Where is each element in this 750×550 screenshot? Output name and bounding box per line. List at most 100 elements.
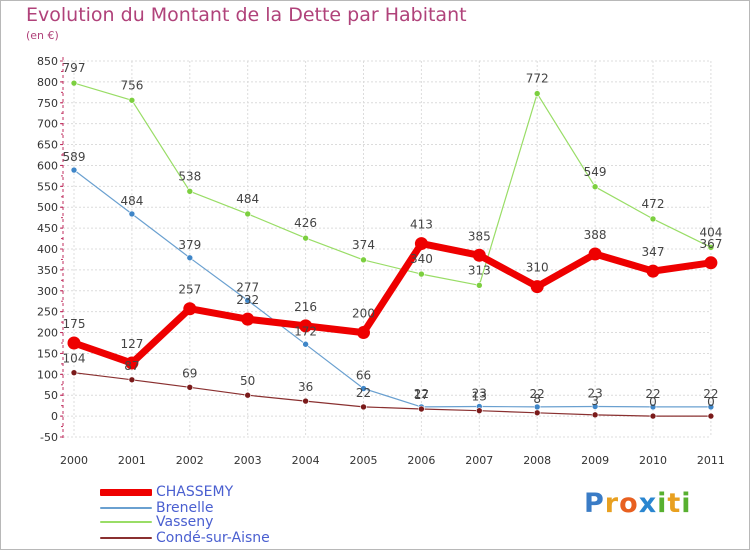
x-tick-label: 2000 <box>60 454 88 467</box>
data-label-vasseny: 340 <box>410 252 433 266</box>
chart-title: Evolution du Montant de la Dette par Hab… <box>26 4 467 26</box>
y-tick-label: -50 <box>40 431 58 444</box>
data-point-brenelle <box>649 403 657 411</box>
proxiti-logo: Proxiti <box>584 488 692 519</box>
data-label-chassemy: 347 <box>642 245 665 259</box>
legend-label-brenelle: Brenelle <box>156 500 214 516</box>
data-label-conde-sur-aisne: 0 <box>707 395 715 409</box>
data-label-chassemy: 232 <box>236 293 259 307</box>
data-label-brenelle: 22 <box>645 387 660 401</box>
legend-item-vasseny: Vasseny <box>100 514 213 530</box>
data-point-chassemy <box>646 264 660 278</box>
x-tick-label: 2007 <box>465 454 493 467</box>
series-line-brenelle <box>73 169 712 408</box>
data-point-vasseny <box>302 234 309 242</box>
legend-swatch-brenelle <box>100 507 152 509</box>
logo-letter: r <box>604 488 620 519</box>
series-line-conde-sur-aisne <box>73 372 712 417</box>
data-point-conde-sur-aisne <box>707 412 715 420</box>
data-label-vasseny: 313 <box>468 263 491 277</box>
x-tick-label: 2002 <box>176 454 204 467</box>
y-tick-label: 450 <box>37 222 58 235</box>
data-point-chassemy <box>67 336 81 350</box>
y-tick-label: 500 <box>37 201 58 214</box>
legend-label-vasseny: Vasseny <box>156 514 214 530</box>
data-label-conde-sur-aisne: 22 <box>356 386 371 400</box>
logo-letter: P <box>584 488 605 519</box>
data-point-conde-sur-aisne <box>360 403 367 411</box>
y-tick-label: 100 <box>37 368 58 381</box>
data-label-vasseny: 756 <box>120 78 143 92</box>
data-labels: 7977565384844263743403137725494724045894… <box>63 61 723 409</box>
legend-swatch-chassemy <box>100 488 152 496</box>
logo-letter: i <box>681 488 692 519</box>
data-label-brenelle: 23 <box>587 387 602 401</box>
data-label-brenelle: 277 <box>236 280 259 294</box>
data-point-brenelle <box>591 403 599 410</box>
x-tick-label: 2010 <box>639 454 667 467</box>
data-point-vasseny <box>649 215 657 223</box>
data-point-vasseny <box>707 244 715 251</box>
data-label-vasseny: 772 <box>526 72 549 86</box>
data-label-brenelle: 22 <box>703 387 718 401</box>
y-tick-label: 700 <box>37 118 58 131</box>
data-label-conde-sur-aisne: 0 <box>649 395 657 409</box>
data-point-vasseny <box>591 183 599 191</box>
data-label-chassemy: 257 <box>178 283 201 297</box>
y-tick-label: 800 <box>37 76 58 89</box>
y-tick-label: 850 <box>37 55 58 68</box>
x-tick-label: 2011 <box>697 454 725 467</box>
x-tick-label: 2003 <box>234 454 262 467</box>
data-point-chassemy <box>414 237 428 251</box>
data-point-chassemy <box>530 280 544 294</box>
grid-lines <box>63 60 712 438</box>
data-label-conde-sur-aisne: 87 <box>124 359 139 373</box>
x-tick-label: 2004 <box>292 454 320 467</box>
data-point-chassemy <box>125 356 139 370</box>
legend-label-conde-sur-aisne: Condé-sur-Aisne <box>156 530 270 546</box>
data-label-chassemy: 413 <box>410 218 433 232</box>
legend-item-brenelle: Brenelle <box>100 500 214 516</box>
logo-letter: o <box>619 488 639 519</box>
legend-swatch-vasseny <box>100 521 152 523</box>
data-point-chassemy <box>183 302 197 316</box>
data-point-chassemy <box>704 256 718 270</box>
data-label-brenelle: 589 <box>63 150 86 164</box>
data-label-brenelle: 22 <box>414 387 429 401</box>
data-point-vasseny <box>186 188 194 195</box>
data-label-brenelle: 172 <box>294 324 317 338</box>
data-label-vasseny: 472 <box>642 197 665 211</box>
data-label-chassemy: 388 <box>584 228 607 242</box>
y-tick-label: 150 <box>37 347 58 360</box>
y-tick-label: 0 <box>51 410 58 423</box>
data-label-chassemy: 216 <box>294 300 317 314</box>
data-label-vasseny: 374 <box>352 238 375 252</box>
data-label-chassemy: 127 <box>120 337 143 351</box>
data-point-brenelle <box>302 340 309 348</box>
y-tick-label: 550 <box>37 180 58 193</box>
data-point-conde-sur-aisne <box>70 369 78 376</box>
data-label-vasseny: 404 <box>699 225 722 239</box>
data-point-brenelle <box>186 254 194 262</box>
axes: -500501001502002503003504004505005506006… <box>37 55 725 467</box>
x-tick-label: 2005 <box>350 454 378 467</box>
data-point-conde-sur-aisne <box>418 405 425 413</box>
data-point-vasseny <box>244 210 251 218</box>
data-label-brenelle: 484 <box>120 194 143 208</box>
data-label-vasseny: 538 <box>178 169 201 183</box>
data-label-brenelle: 23 <box>472 387 487 401</box>
data-label-vasseny: 426 <box>294 216 317 230</box>
data-point-conde-sur-aisne <box>475 407 483 414</box>
series-line-chassemy <box>70 240 715 367</box>
x-tick-label: 2009 <box>581 454 609 467</box>
data-point-brenelle <box>360 385 367 392</box>
data-point-chassemy <box>299 319 313 333</box>
data-point-brenelle <box>244 297 251 304</box>
data-label-conde-sur-aisne: 3 <box>591 394 599 408</box>
data-label-conde-sur-aisne: 36 <box>298 380 313 394</box>
data-point-chassemy <box>357 326 370 340</box>
legend-label-chassemy: CHASSEMY <box>156 484 234 500</box>
data-label-conde-sur-aisne: 17 <box>414 388 429 402</box>
y-tick-label: 50 <box>44 389 58 402</box>
data-point-chassemy <box>472 248 486 262</box>
